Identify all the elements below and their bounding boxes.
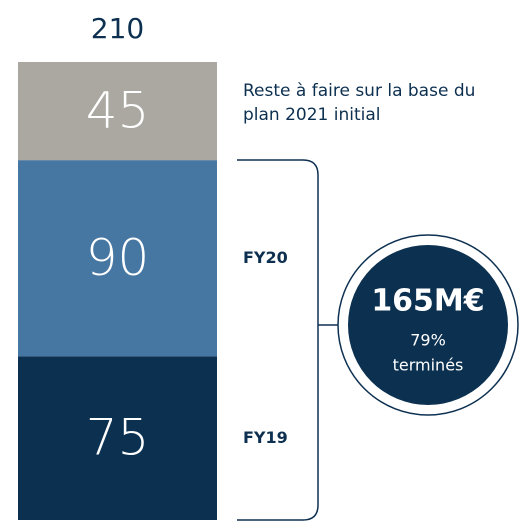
callout-title: 165M€ <box>371 284 484 319</box>
data-label: 45 <box>86 82 150 140</box>
bar-segment <box>18 62 217 161</box>
bracket <box>237 159 338 521</box>
callout-disc <box>348 245 508 405</box>
legend-label: FY19 <box>243 428 288 448</box>
callout-line: terminés <box>393 356 464 375</box>
legend-label: FY20 <box>243 248 288 268</box>
total-label: 210 <box>91 12 144 45</box>
legend-label: Reste à faire sur la base du plan 2021 i… <box>243 81 476 126</box>
callout-line: 79% <box>410 331 446 350</box>
data-label: 75 <box>86 409 150 467</box>
data-label: 90 <box>86 229 150 287</box>
bar-segment <box>18 356 217 520</box>
bar-segment <box>18 160 217 357</box>
